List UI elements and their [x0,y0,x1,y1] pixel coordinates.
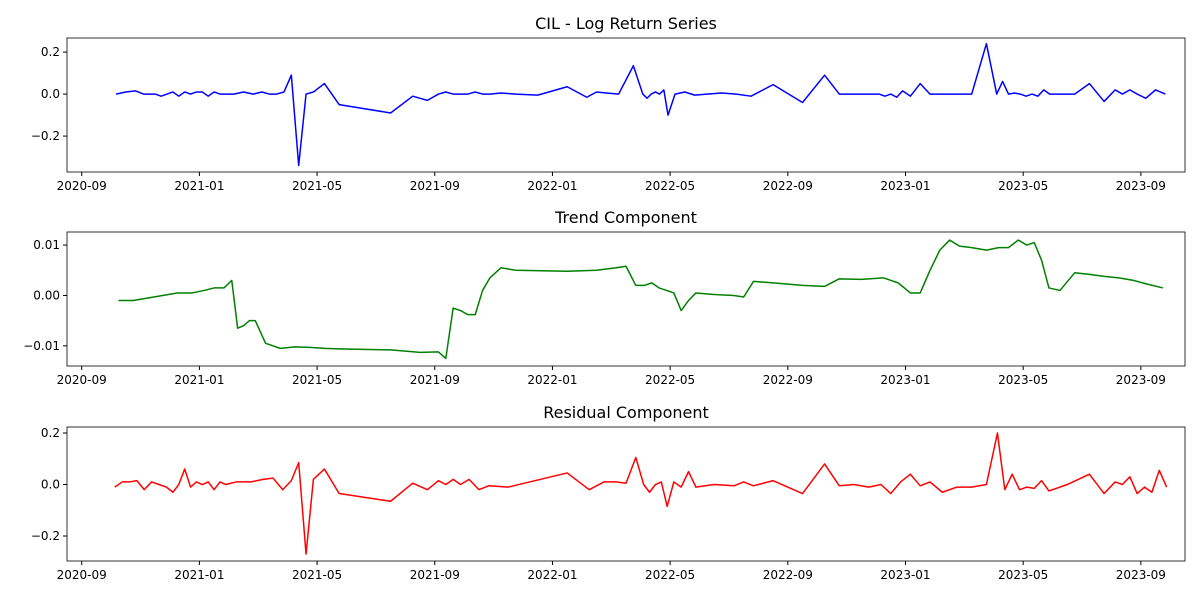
x-tick-label: 2022-05 [645,179,695,193]
x-tick-label: 2021-01 [174,179,224,193]
x-tick-label: 2023-05 [998,568,1048,582]
x-tick-label: 2023-01 [880,568,930,582]
x-tick-label: 2021-01 [174,373,224,387]
x-tick-label: 2023-01 [880,179,930,193]
x-tick-label: 2021-09 [410,179,460,193]
y-tick-label: 0.0 [41,87,60,101]
data-line [118,239,1164,360]
data-line [115,42,1166,167]
x-tick-label: 2021-05 [292,373,342,387]
y-tick-label: −0.2 [31,529,60,543]
x-tick-label: 2022-01 [527,373,577,387]
x-tick-label: 2021-09 [410,568,460,582]
axes-frame [66,37,1186,173]
axes-frame [66,231,1186,367]
chart-title: Trend Component [554,208,697,227]
x-tick-label: 2023-01 [880,373,930,387]
y-tick-label: 0.00 [33,288,60,302]
x-tick-label: 2022-09 [763,373,813,387]
x-tick-label: 2023-05 [998,179,1048,193]
x-tick-label: 2020-09 [57,568,107,582]
x-tick-label: 2022-01 [527,179,577,193]
y-tick-label: 0.01 [33,238,60,252]
x-tick-label: 2021-09 [410,373,460,387]
y-tick-label: −0.2 [31,129,60,143]
y-tick-label: 0.2 [41,426,60,440]
x-tick-label: 2021-01 [174,568,224,582]
x-tick-label: 2023-09 [1116,179,1166,193]
x-tick-label: 2020-09 [57,373,107,387]
x-tick-label: 2022-09 [763,568,813,582]
x-tick-label: 2020-09 [57,179,107,193]
x-tick-label: 2022-09 [763,179,813,193]
axes-frame [66,426,1186,562]
x-tick-label: 2023-09 [1116,568,1166,582]
y-tick-label: 0.0 [41,478,60,492]
x-tick-label: 2023-09 [1116,373,1166,387]
x-tick-label: 2022-05 [645,568,695,582]
x-tick-label: 2021-05 [292,179,342,193]
x-tick-label: 2021-05 [292,568,342,582]
y-tick-label: −0.01 [23,339,60,353]
x-tick-label: 2022-01 [527,568,577,582]
x-tick-label: 2023-05 [998,373,1048,387]
y-tick-label: 0.2 [41,45,60,59]
chart-title: CIL - Log Return Series [535,14,717,33]
chart-title: Residual Component [543,403,709,422]
x-tick-label: 2022-05 [645,373,695,387]
data-line [114,432,1168,555]
